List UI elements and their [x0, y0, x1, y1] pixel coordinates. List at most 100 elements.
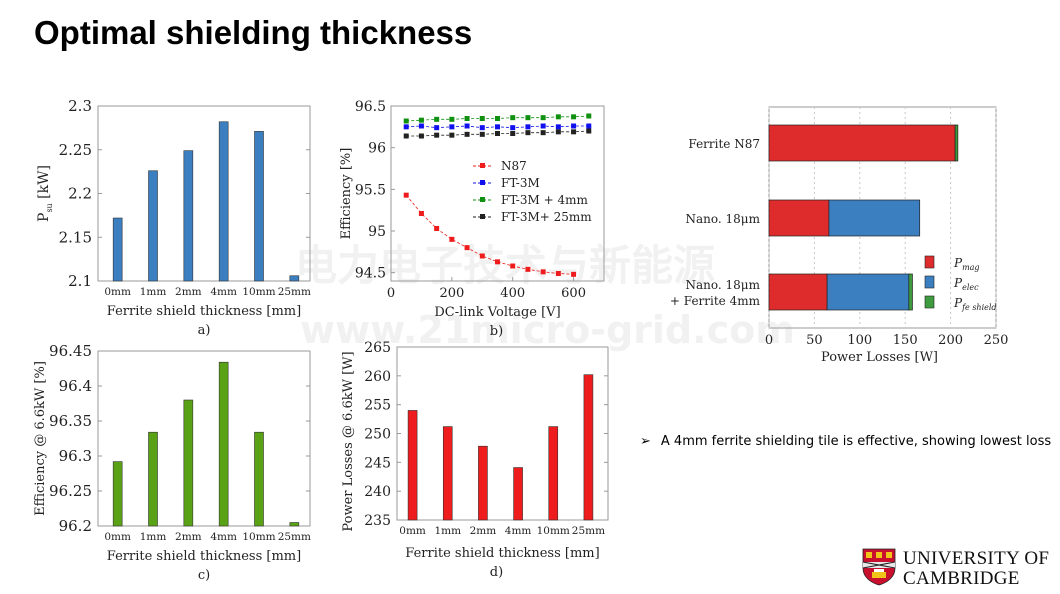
data-point — [510, 115, 516, 121]
data-point — [495, 116, 500, 121]
chart-b-efficiency-vs-voltage: 94.5 95 95.5 96 96.5 0 200 400 600 N87 FT-3M FT-3M … — [339, 99, 605, 339]
data-point — [495, 131, 500, 136]
data-point — [403, 124, 409, 130]
data-point — [525, 130, 531, 136]
x-tick-label: 0mm — [104, 531, 131, 543]
y-tick-label: 2.25 — [59, 141, 92, 159]
x-tick-label: 0mm — [399, 525, 426, 537]
bar — [478, 445, 488, 521]
data-point — [540, 123, 546, 129]
y-axis-label: Efficiency [%] — [339, 148, 354, 240]
x-tick-label: 25mm — [278, 286, 311, 298]
data-point — [540, 115, 546, 121]
plot-frame — [97, 350, 311, 527]
bullet-point: ➢ A 4mm ferrite shielding tile is effecti… — [640, 434, 1051, 449]
x-tick-label: 10mm — [242, 286, 275, 298]
y-tick-label: 96.4 — [59, 377, 92, 395]
bar — [254, 431, 264, 527]
bar — [289, 522, 300, 527]
x-tick-label: 150 — [893, 333, 918, 348]
data-point — [540, 269, 546, 275]
y-tick-label: 235 — [364, 513, 391, 529]
data-point — [418, 211, 424, 216]
bar-segment — [768, 273, 828, 311]
data-point — [555, 114, 561, 120]
x-tick-label: 25mm — [572, 525, 605, 537]
data-point — [525, 115, 531, 121]
legend-label: N87 — [501, 159, 527, 173]
y-tick-label: 94.5 — [355, 266, 386, 282]
y-tick-label: 96.5 — [355, 99, 386, 115]
x-tick-label: 0 — [387, 286, 395, 301]
data-point — [449, 116, 455, 122]
data-point — [495, 259, 500, 265]
y-tick-label: 96.45 — [49, 342, 92, 360]
data-point — [464, 123, 470, 129]
x-tick-label: 1mm — [140, 286, 167, 298]
legend-marker — [480, 180, 485, 185]
data-point — [571, 129, 577, 135]
x-tick-label: 200 — [439, 286, 464, 301]
x-tick-label: 0 — [765, 333, 773, 348]
bar — [183, 150, 194, 282]
chart-d-losses-6kw: 235 240 245 250 255 260 265 0mm 1mm 2mm 4mm 10mm 25m… — [341, 340, 609, 580]
y-tick-label: 96 — [368, 141, 386, 157]
logo-line1: UNIVERSITY OF — [903, 548, 1050, 569]
y-axis-label: Efficiency @ 6.6kW [%] — [33, 361, 48, 516]
data-point — [555, 124, 561, 130]
data-point — [449, 236, 455, 242]
x-tick-label: 100 — [847, 333, 872, 348]
data-point — [510, 263, 516, 269]
bar — [148, 170, 158, 282]
y-tick-label: 2.3 — [68, 97, 92, 115]
legend-swatch — [924, 295, 935, 309]
bar — [112, 217, 123, 282]
y-tick-label: 96.35 — [49, 412, 92, 430]
legend-label: Pelec — [953, 276, 979, 292]
data-point — [586, 128, 592, 134]
x-axis-label: Ferrite shield thickness [mm] — [107, 304, 301, 319]
data-point — [403, 192, 409, 198]
bar — [218, 361, 229, 527]
x-tick-label: 600 — [561, 286, 586, 301]
legend-label: FT-3M+ 25mm — [501, 210, 592, 224]
bar — [289, 275, 300, 282]
data-point — [510, 125, 516, 131]
data-point — [418, 117, 424, 123]
x-axis-label: Ferrite shield thickness [mm] — [107, 549, 301, 564]
bar — [407, 410, 418, 521]
x-tick-label: 0mm — [104, 286, 131, 298]
bar — [148, 431, 158, 527]
plot-frame — [97, 105, 311, 282]
legend-label: FT-3M + 4mm — [501, 193, 588, 207]
data-point — [403, 118, 409, 124]
series-line — [405, 194, 574, 275]
y-axis-label: Psu [kW] — [36, 165, 54, 222]
chart-caption: b) — [490, 324, 503, 339]
category-label: + Ferrite 4mm — [670, 294, 761, 308]
category-label: Nano. 18μm — [686, 212, 761, 226]
y-tick-label: 2.1 — [68, 272, 92, 290]
chart-a-shield-power: 2.1 2.15 2.2 2.25 2.3 0mm 1mm 2mm 4mm 10mm 25mm Fer… — [36, 97, 311, 338]
data-point — [571, 271, 577, 277]
data-point — [449, 124, 455, 130]
y-tick-label: 2.2 — [68, 185, 92, 203]
data-point — [525, 266, 531, 272]
data-point — [555, 129, 561, 135]
data-point — [464, 131, 470, 137]
category-label: Ferrite N87 — [688, 137, 760, 151]
data-point — [555, 271, 561, 276]
university-logo-text: UNIVERSITY OF CAMBRIDGE — [903, 549, 1049, 589]
bar-segment — [954, 124, 959, 162]
y-tick-label: 260 — [364, 369, 391, 385]
data-point — [571, 114, 577, 120]
x-axis-label: Ferrite shield thickness [mm] — [405, 546, 599, 561]
y-tick-label: 96.25 — [49, 482, 92, 500]
bullet-text: A 4mm ferrite shielding tile is effectiv… — [660, 434, 1052, 449]
y-tick-label: 2.15 — [59, 228, 92, 246]
data-point — [403, 133, 409, 139]
x-tick-label: 10mm — [537, 525, 570, 537]
bar — [254, 131, 264, 282]
data-point — [479, 131, 485, 137]
legend-marker — [480, 197, 485, 202]
